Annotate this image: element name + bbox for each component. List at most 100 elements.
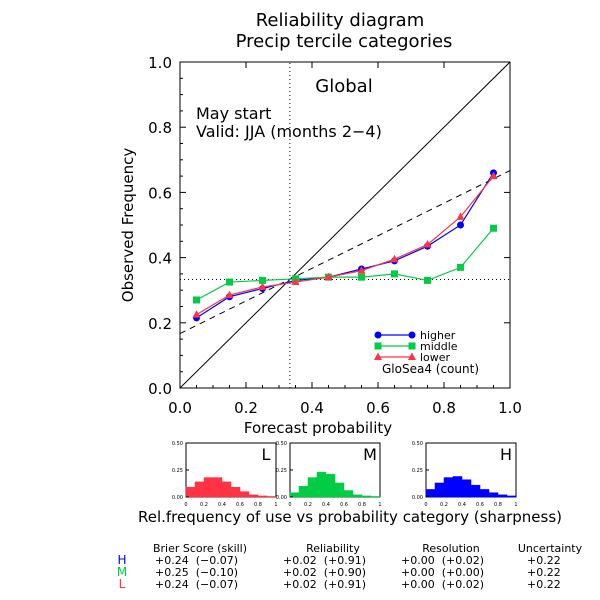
histogram-bar xyxy=(248,494,259,498)
score-row-label: L xyxy=(119,577,126,591)
histogram-bar xyxy=(334,482,345,498)
histogram-x-tick-label: 0.6 xyxy=(340,502,348,508)
histogram-bar xyxy=(461,479,472,498)
header-uncertainty: Uncertainty xyxy=(518,542,583,555)
x-tick-label: 0.0 xyxy=(168,399,192,417)
series-line-higher xyxy=(196,172,495,319)
histogram-x-tick-label: 0.4 xyxy=(322,502,330,508)
score-row-label: H xyxy=(117,553,126,567)
histogram-y-tick-label: 0.50 xyxy=(276,441,287,447)
histogram-bar xyxy=(343,490,354,498)
data-point-lower xyxy=(258,282,267,290)
data-point-middle xyxy=(490,224,497,232)
histogram-bar xyxy=(434,482,445,498)
histogram-bar xyxy=(307,477,318,498)
histogram-bar xyxy=(352,494,363,498)
header-resolution: Resolution xyxy=(422,542,480,555)
sharpness-title: Rel.frequency of use vs probability cate… xyxy=(138,508,562,526)
data-point-middle xyxy=(391,270,398,278)
histogram-x-tick-label: 0.6 xyxy=(476,502,484,508)
header-reliability: Reliability xyxy=(306,542,360,555)
histogram-bar xyxy=(185,487,196,498)
data-point-lower xyxy=(192,310,201,318)
reliability-plot: 0.00.0 0.2 0.2 0.4 0.4 0.6 0.6 0.8 0.8 1.0 1.0 xyxy=(148,54,522,417)
scores-table: Brier Score (skill) Reliability Resoluti… xyxy=(117,542,583,591)
series-line-lower xyxy=(196,175,494,316)
uncertainty-value: +0.22 xyxy=(527,554,561,567)
brier-value: +0.24 (−0.07) xyxy=(155,578,238,591)
histogram-x-tick-label: 0.8 xyxy=(254,502,262,508)
reliability-value: +0.02 (+0.90) xyxy=(283,566,366,579)
histogram-y-tick-label: 0.50 xyxy=(172,441,183,447)
histogram-bar xyxy=(239,491,250,498)
histogram-x-tick-label: 1 xyxy=(274,502,277,508)
data-point-lower xyxy=(291,277,300,286)
legend-marker-lower xyxy=(408,352,416,360)
resolution-value: +0.00 (+0.02) xyxy=(401,554,484,567)
chart-title: Reliability diagram xyxy=(256,10,425,31)
series-line-middle xyxy=(196,227,494,301)
histogram-bar xyxy=(194,481,205,498)
uncertainty-value: +0.22 xyxy=(527,578,561,591)
data-point-lower xyxy=(456,212,465,220)
sharpness-panel-H: 0.00 0.25 0.50 0 0.2 0.4 0.6 0.8 1 H xyxy=(412,441,518,508)
x-tick-label: 0.2 xyxy=(234,399,258,417)
histogram-y-tick-label: 0.25 xyxy=(172,468,183,474)
legend-marker-middle xyxy=(408,342,416,350)
valid-annotation: Valid: JJA (months 2−4) xyxy=(196,122,382,141)
y-tick-label: 0.0 xyxy=(148,380,172,398)
histogram-y-tick-label: 0.00 xyxy=(172,495,183,501)
histogram-x-tick-label: 0.8 xyxy=(358,502,366,508)
y-tick-label: 0.6 xyxy=(148,184,172,202)
start-annotation: May start xyxy=(196,104,271,123)
score-row-H: H +0.24 (−0.07) +0.02 (+0.91) +0.00 (+0.02)… xyxy=(117,553,560,567)
histogram-x-tick-label: 0.4 xyxy=(218,502,226,508)
sharpness-panel-M: 0.00 0.25 0.50 0 0.2 0.4 0.6 0.8 1 M xyxy=(276,441,382,508)
histogram-bar xyxy=(443,477,454,498)
y-axis-label: Observed Frequency xyxy=(119,148,137,303)
legend-marker-higher xyxy=(408,331,416,339)
histogram-bar xyxy=(289,492,300,498)
histogram-bar xyxy=(370,496,381,498)
y-tick-label: 0.2 xyxy=(148,315,172,333)
histogram-x-tick-label: 0.6 xyxy=(236,502,244,508)
histogram-bar xyxy=(212,477,223,498)
histogram-y-tick-label: 0.25 xyxy=(276,468,287,474)
data-point-higher xyxy=(457,221,464,229)
histogram-x-tick-label: 0 xyxy=(184,502,187,508)
histogram-bar xyxy=(325,474,336,498)
histogram-x-tick-label: 0.2 xyxy=(440,502,448,508)
histogram-bar xyxy=(506,495,517,498)
data-point-middle xyxy=(424,276,431,284)
histogram-bar xyxy=(361,495,372,498)
no-skill-line xyxy=(179,170,511,335)
histogram-x-tick-label: 1 xyxy=(378,502,381,508)
uncertainty-value: +0.22 xyxy=(527,566,561,579)
legend-label-higher: higher xyxy=(420,329,456,342)
histogram-category-label: M xyxy=(363,445,377,464)
histogram-y-tick-label: 0.25 xyxy=(412,468,423,474)
data-point-lower xyxy=(225,290,234,299)
reliability-value: +0.02 (+0.91) xyxy=(283,578,366,591)
score-row-M: M +0.25 (−0.10) +0.02 (+0.90) +0.00 (+0.00)… xyxy=(117,565,561,579)
histogram-bar xyxy=(470,484,481,498)
legend-label-lower: lower xyxy=(420,351,451,364)
histogram-x-tick-label: 0.8 xyxy=(494,502,502,508)
brier-value: +0.24 (−0.07) xyxy=(155,554,238,567)
histogram-bar xyxy=(497,494,508,498)
histogram-bar xyxy=(316,471,327,498)
sharpness-panel-L: 0.00 0.25 0.50 0 0.2 0.4 0.6 0.8 1 L xyxy=(172,441,278,508)
histogram-bar xyxy=(203,477,214,498)
histogram-bar xyxy=(266,496,277,498)
histogram-bar xyxy=(488,492,499,498)
resolution-value: +0.00 (+0.00) xyxy=(401,566,484,579)
histogram-category-label: H xyxy=(500,445,512,464)
legend-marker-higher xyxy=(374,331,382,339)
legend-marker-middle xyxy=(374,342,382,350)
histogram-bar xyxy=(257,495,268,498)
histogram-x-tick-label: 0 xyxy=(424,502,427,508)
score-row-label: M xyxy=(117,565,127,579)
data-point-lower xyxy=(324,272,333,281)
